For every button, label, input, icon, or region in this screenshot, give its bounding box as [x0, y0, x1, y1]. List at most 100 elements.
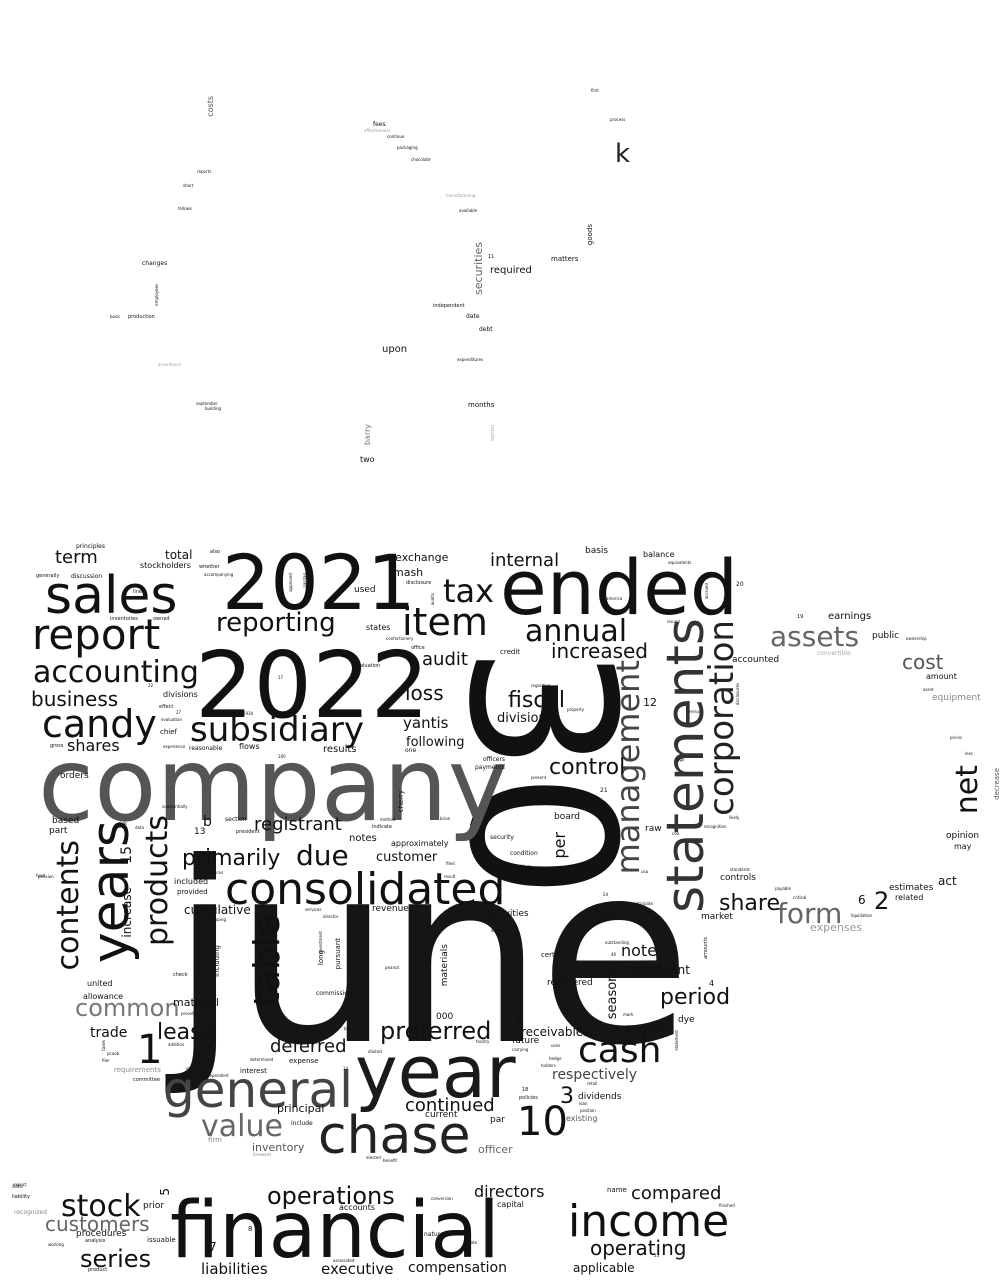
word-notes: notes — [349, 833, 377, 844]
word-include: include — [291, 1120, 313, 1127]
word-june: june — [170, 809, 692, 1100]
word-effect: effect — [159, 704, 174, 710]
word-short: short — [183, 183, 194, 188]
word-continue: continue — [387, 134, 405, 139]
word-b: b — [203, 814, 212, 830]
word-7: 7 — [209, 1240, 217, 1254]
word-divisions: divisions — [163, 690, 198, 699]
word-risk: risk — [118, 821, 127, 827]
word-form: form — [777, 897, 843, 930]
word-check: check — [173, 972, 188, 978]
word-whether: whether — [199, 564, 220, 570]
word-convertible: convertible — [817, 650, 851, 657]
word-ceo: ceo — [672, 831, 680, 836]
word-customers: customers — [45, 1212, 150, 1236]
word-uses: uses — [551, 1043, 561, 1048]
word-first: first — [591, 88, 599, 93]
word-000: 000 — [436, 1012, 454, 1022]
word-allowance: allowance — [83, 992, 124, 1001]
word-estimates: estimates — [889, 883, 934, 893]
word-cost: cost — [902, 650, 944, 674]
word-increased: increased — [551, 639, 648, 663]
word-usa: usa — [641, 869, 649, 874]
word-registrant: registrant — [254, 814, 342, 835]
word-less: less — [965, 751, 973, 756]
word-par: par — [490, 1115, 505, 1125]
word-compensation: compensation — [408, 1260, 507, 1276]
word-available: available — [459, 208, 478, 213]
word-differences: differences — [201, 870, 224, 875]
word-control: control — [549, 755, 626, 780]
word-investment: investment — [318, 931, 323, 954]
word-2: 2 — [874, 887, 890, 915]
word-liquidation: liquidation — [851, 913, 873, 918]
word-may: may — [954, 842, 972, 851]
word-transactions: transactions — [193, 980, 198, 1005]
word-effectiveness: effectiveness — [364, 128, 391, 133]
word-equity: equity — [600, 909, 629, 919]
word-line: line — [133, 589, 143, 595]
word-inventories: inventories — [110, 616, 138, 622]
word-net: net — [950, 765, 985, 815]
word-based: based — [52, 816, 80, 826]
word-balance: balance — [643, 550, 675, 559]
word-united: united — [87, 979, 113, 988]
word-diluted: diluted — [368, 1049, 382, 1054]
word-analysis: analysis — [85, 1238, 106, 1244]
word-issuable: issuable — [147, 1236, 176, 1244]
word-affected: affected — [516, 1009, 521, 1026]
word-valuation: valuation — [357, 663, 381, 669]
word-name: name — [607, 1186, 627, 1194]
word-payments: payments — [475, 764, 505, 771]
word-existing: existing — [566, 1114, 598, 1123]
word-stockholders: stockholders — [140, 561, 191, 570]
word-office: office — [411, 645, 425, 651]
word-assurance: assurance — [491, 928, 512, 933]
word-3: 3 — [560, 1084, 574, 1109]
word-expenditures: expenditures — [457, 357, 484, 362]
word-accordance: accordance — [158, 362, 182, 367]
word-asset: asset — [923, 687, 934, 692]
word-working: working — [48, 1242, 64, 1247]
word-interest: interest — [240, 1067, 267, 1075]
word-applicable: applicable — [573, 1261, 635, 1275]
word-independent: independent — [433, 303, 465, 309]
word-prior: prior — [143, 1201, 165, 1211]
word-board: board — [554, 812, 580, 822]
word-6: 6 — [858, 893, 866, 907]
word-equipment: equipment — [932, 693, 981, 703]
word-packaging: packaging — [397, 145, 418, 150]
word-chief: chief — [160, 728, 178, 736]
word-prices: prices — [950, 735, 963, 740]
word-provided: provided — [177, 888, 208, 896]
word-5: 5 — [158, 1188, 172, 1196]
word-series: series — [80, 1245, 152, 1273]
word-barry: barry — [363, 424, 372, 446]
word-chocolate: chocolate — [411, 157, 431, 162]
word-certain: certain — [541, 951, 566, 959]
word-two: two — [360, 455, 375, 464]
word-business: business — [31, 687, 119, 711]
word-follows: follows — [178, 206, 192, 211]
word-capital: capital — [497, 1200, 524, 1209]
word-2021: 2021 — [222, 538, 416, 627]
word-market: market — [701, 912, 733, 922]
word-fiscal: fiscal — [508, 688, 566, 713]
word-recognized: recognized — [14, 1209, 47, 1216]
word-months: months — [468, 401, 495, 409]
word-goods: goods — [586, 224, 594, 246]
word-18: 18 — [522, 1087, 529, 1093]
word-indicate: indicate — [372, 824, 392, 830]
word-conversion: conversion — [431, 1196, 453, 1201]
word-mark: mark — [623, 1012, 634, 1017]
word-shares: shares — [67, 736, 120, 755]
word-product: product — [88, 1267, 108, 1273]
word-information: information — [497, 864, 532, 871]
word-holders: holders — [541, 1063, 556, 1068]
word-total: total — [165, 548, 193, 562]
word-director: director — [323, 914, 339, 919]
word-24: 24 — [603, 892, 609, 897]
word-equivalents: equivalents — [668, 560, 692, 565]
word-also: also — [210, 549, 221, 555]
word-part: part — [49, 826, 68, 836]
